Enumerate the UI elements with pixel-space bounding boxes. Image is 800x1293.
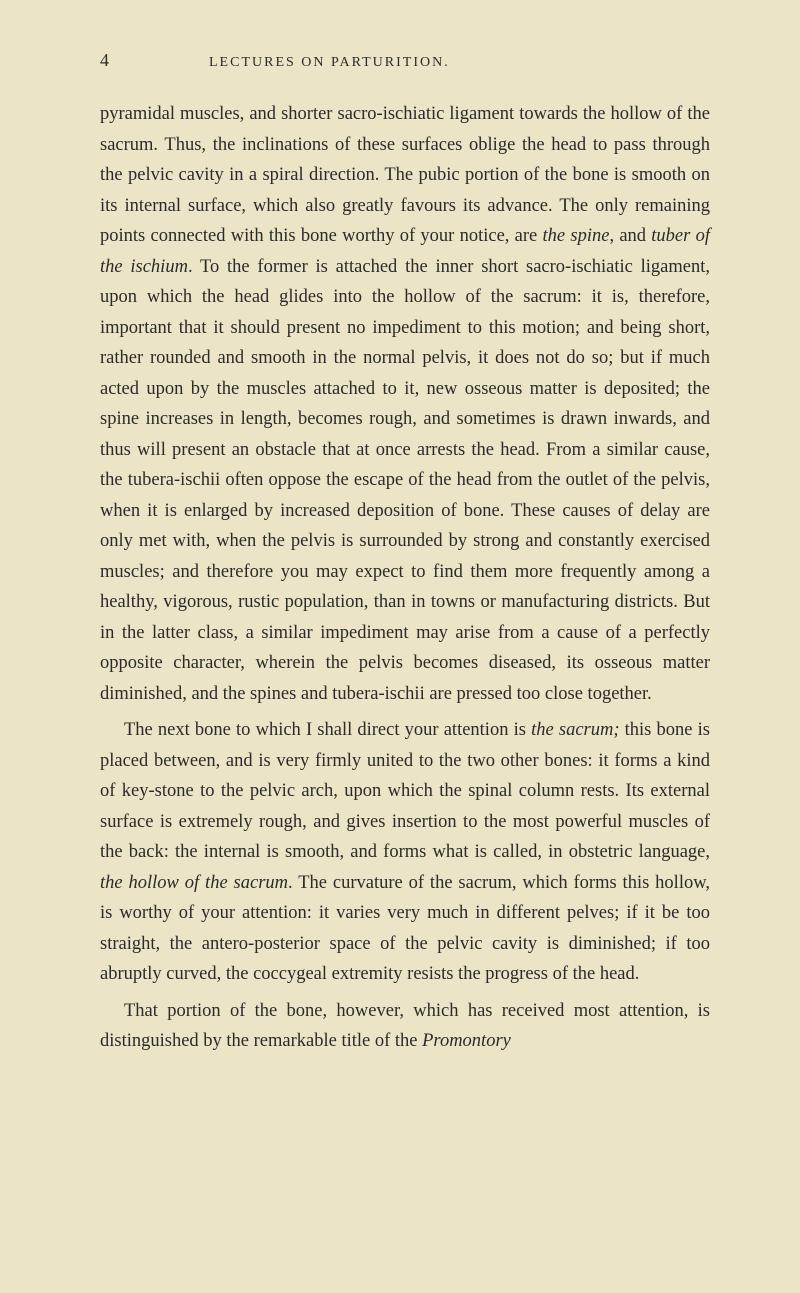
body-text: The next bone to which I shall direct yo… — [124, 720, 531, 740]
page-container: 4 LECTURES ON PARTURITION. pyramidal mus… — [0, 0, 800, 1113]
body-text: That portion of the bone, however, which… — [100, 1001, 710, 1052]
italic-text: the sacrum; — [531, 720, 619, 740]
paragraph: The next bone to which I shall direct yo… — [100, 715, 710, 990]
body-text: this bone is placed between, and is very… — [100, 720, 710, 862]
italic-text: the hollow of the sacrum — [100, 873, 288, 893]
paragraph: That portion of the bone, however, which… — [100, 996, 710, 1057]
page-header: LECTURES ON PARTURITION. — [209, 55, 450, 71]
page-content: pyramidal muscles, and shorter sacro-isc… — [100, 99, 710, 1057]
body-text: pyramidal muscles, and shorter sacro-isc… — [100, 104, 710, 246]
body-text: . To the former is attached the inner sh… — [100, 257, 710, 704]
body-text: , and — [609, 226, 651, 246]
page-number: 4 — [100, 50, 109, 71]
paragraph: pyramidal muscles, and shorter sacro-isc… — [100, 99, 710, 709]
header-row: 4 LECTURES ON PARTURITION. — [100, 50, 710, 99]
italic-text: Promontory — [422, 1031, 511, 1051]
italic-text: the spine — [543, 226, 610, 246]
